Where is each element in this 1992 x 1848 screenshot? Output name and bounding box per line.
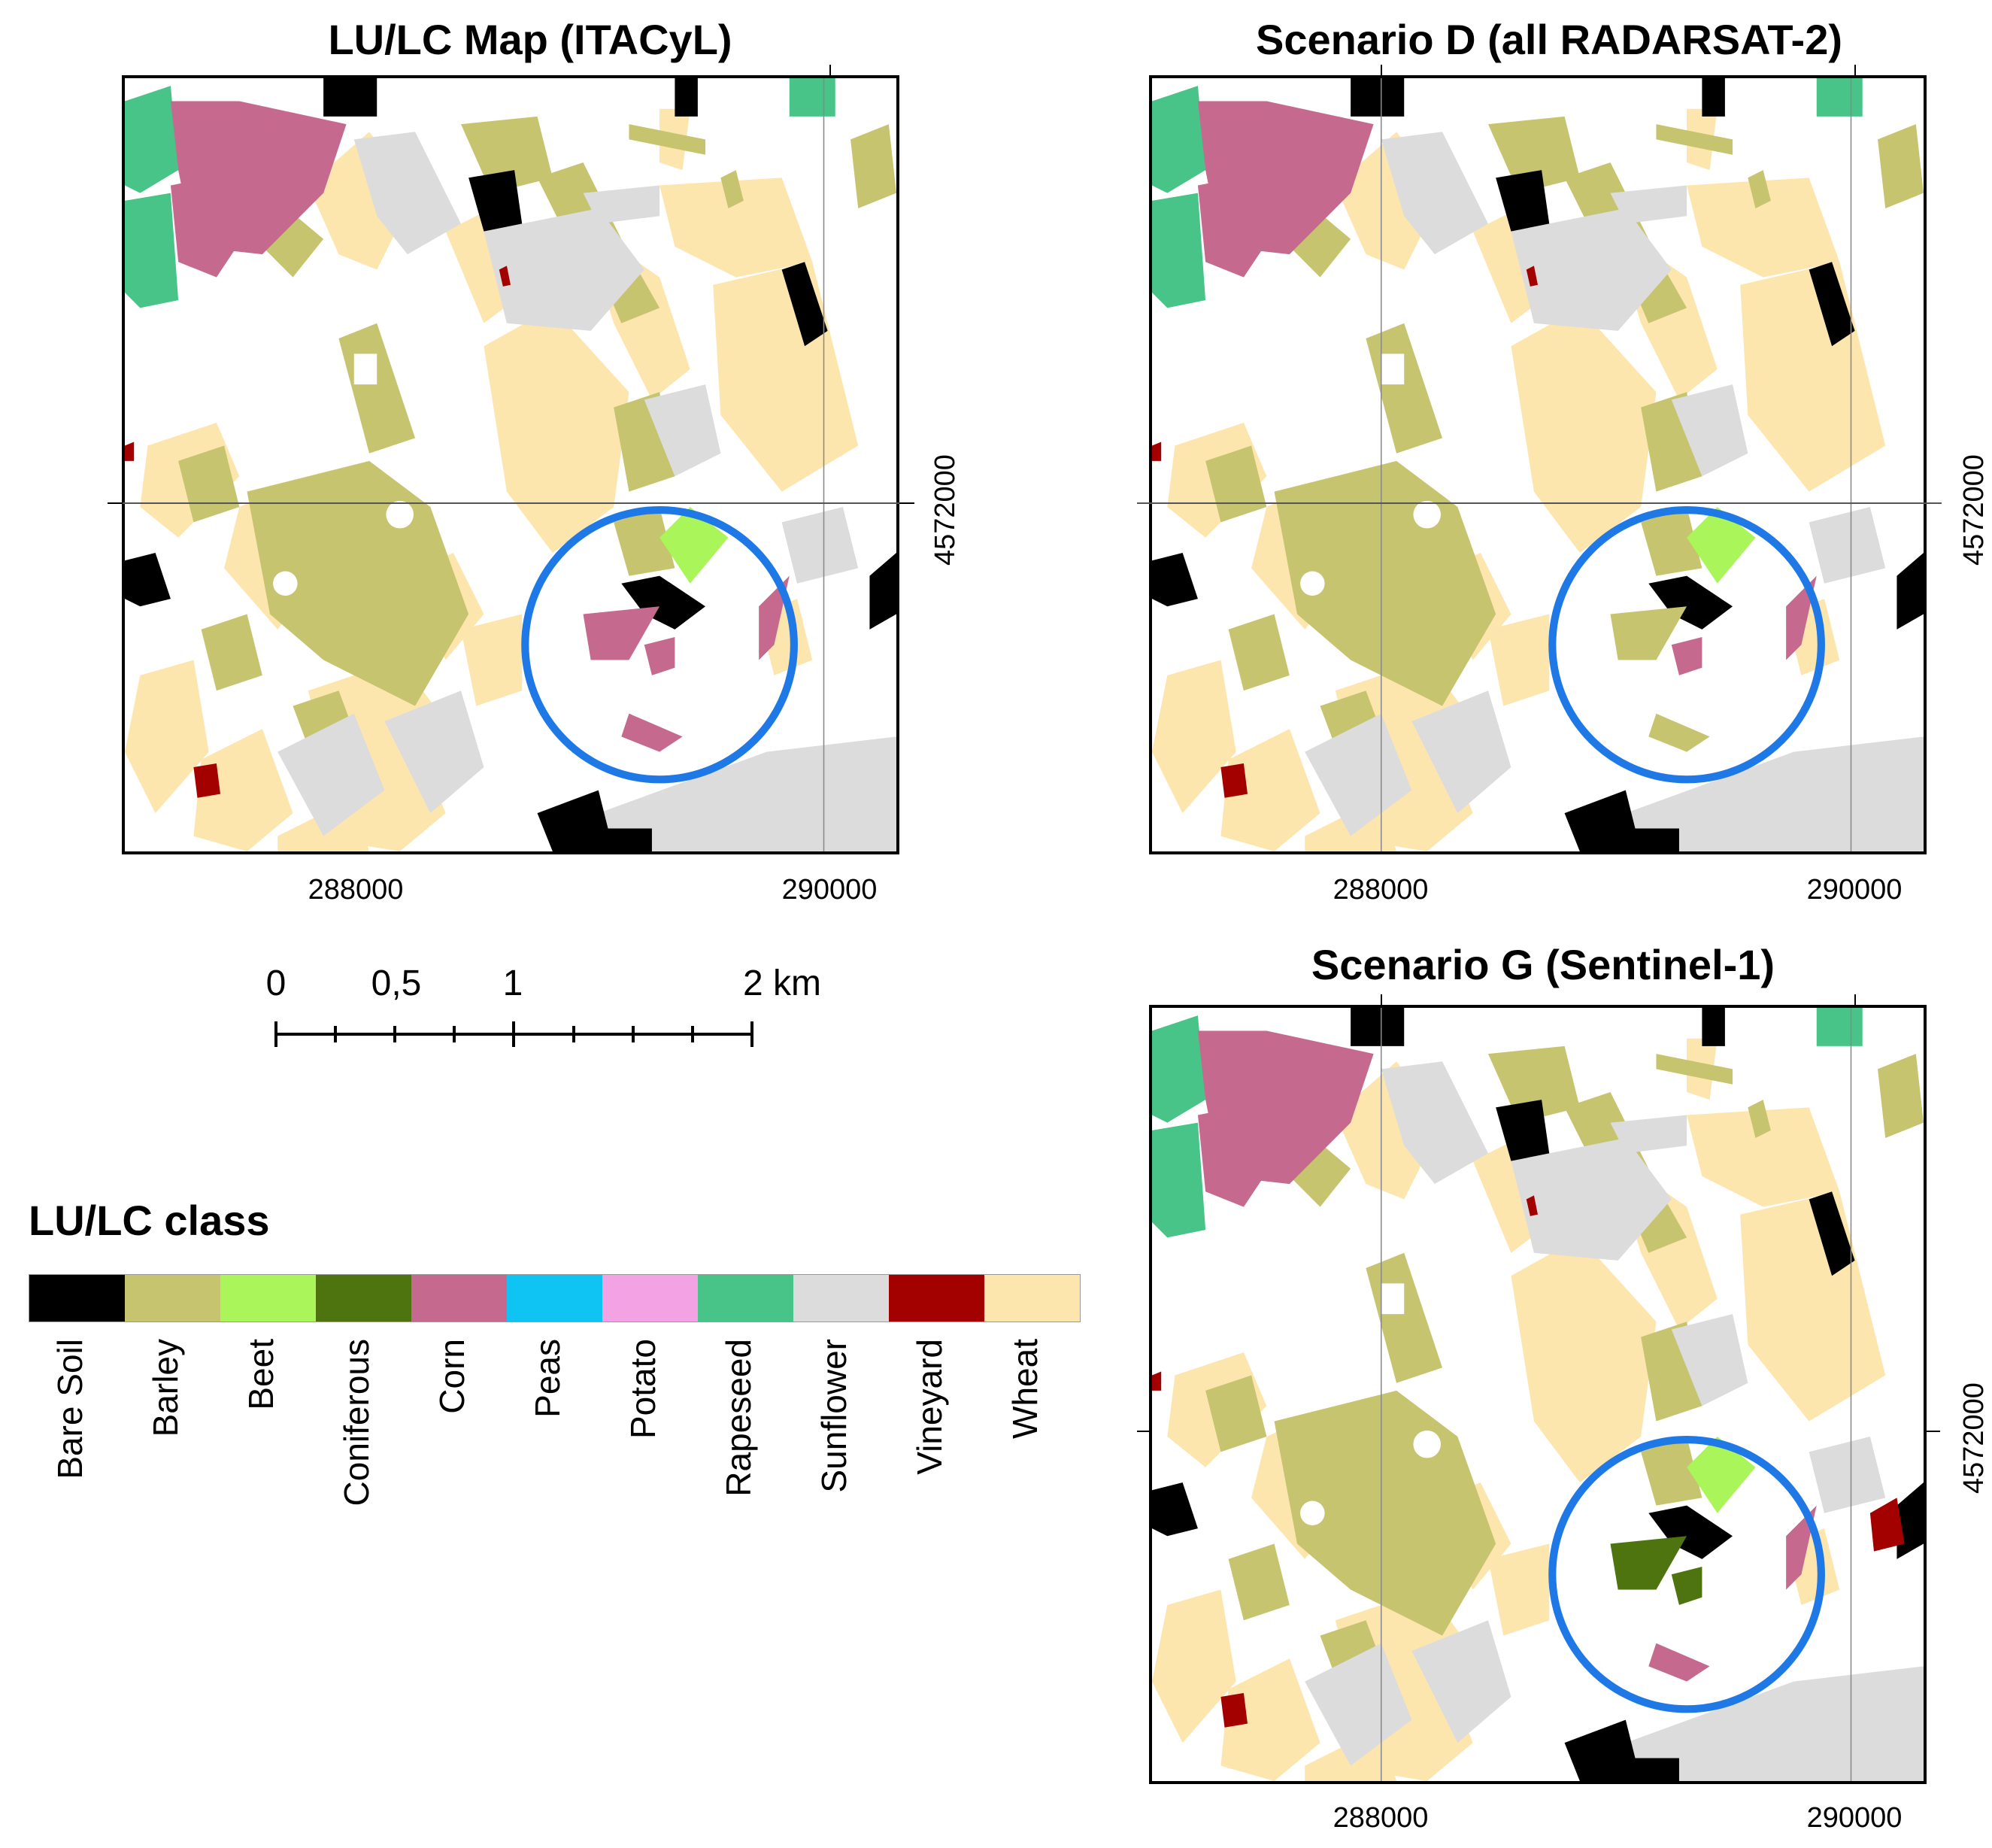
- legend-swatch-rapeseed: [698, 1275, 793, 1322]
- legend-label-vineyard: Vineyard: [910, 1339, 949, 1475]
- legend-label-wheat: Wheat: [1005, 1339, 1045, 1439]
- legend-label-coniferous: Coniferous: [337, 1339, 376, 1507]
- gridline-4572000: [1137, 502, 1942, 504]
- panel-title: Scenario G (Sentinel-1): [1311, 941, 1775, 988]
- scale-label-0: 0: [265, 963, 287, 1003]
- y-tick-4572000: 4572000: [929, 454, 961, 566]
- tick-mark: [1854, 994, 1856, 1006]
- x-tick-288000: 288000: [1333, 874, 1429, 906]
- scale-label-0-5: 0,5: [371, 963, 422, 1003]
- x-tick-290000: 290000: [1806, 874, 1903, 906]
- scale-bar: 0 0,5 1 2 km: [265, 963, 821, 1053]
- legend-label-peas: Peas: [528, 1339, 567, 1418]
- x-tick-290000: 290000: [781, 874, 878, 906]
- tick-mark: [1925, 1431, 1940, 1432]
- gridline-4572000: [111, 502, 901, 504]
- map-scenario-g: [1149, 1005, 1927, 1784]
- legend-label-bare-soil: Bare Soil: [50, 1339, 89, 1479]
- legend-label-rapeseed: Rapeseed: [719, 1339, 758, 1497]
- legend-label-corn: Corn: [432, 1339, 471, 1414]
- legend-label-sunflower: Sunflower: [814, 1339, 853, 1493]
- highlight-circle: [521, 505, 798, 784]
- legend-swatch-potato: [602, 1275, 698, 1322]
- scale-label-2km: 2 km: [742, 963, 822, 1003]
- legend-swatch-coniferous: [316, 1275, 411, 1322]
- legend-label-potato: Potato: [623, 1339, 662, 1439]
- legend-swatch-vineyard: [889, 1275, 984, 1322]
- x-tick-288000: 288000: [308, 874, 404, 906]
- tick-mark: [108, 502, 123, 504]
- tick-mark: [1381, 65, 1382, 77]
- map-itacyl: [122, 75, 899, 854]
- highlight-circle: [1548, 1435, 1825, 1713]
- legend-label-beet: Beet: [241, 1339, 280, 1410]
- scale-bar-graphic: [274, 1021, 753, 1047]
- highlight-circle: [1548, 505, 1825, 784]
- tick-mark: [829, 65, 831, 77]
- legend-swatch-corn: [411, 1275, 507, 1322]
- y-tick-4572000: 4572000: [1958, 454, 1990, 566]
- legend-swatch-peas: [507, 1275, 602, 1322]
- legend-swatch-beet: [220, 1275, 316, 1322]
- legend-swatch-barley: [125, 1275, 220, 1322]
- scale-label-1: 1: [502, 963, 523, 1003]
- tick-mark: [899, 502, 914, 504]
- x-tick-288000: 288000: [1333, 1802, 1429, 1834]
- legend-swatch-bare-soil: [29, 1275, 125, 1322]
- tick-mark: [1854, 65, 1856, 77]
- panel-title: Scenario D (all RADARSAT-2): [1256, 16, 1842, 63]
- legend-color-bar: [29, 1274, 1081, 1322]
- legend-title: LU/LC class: [29, 1197, 270, 1244]
- legend-label-barley: Barley: [146, 1339, 185, 1437]
- panel-title: LU/LC Map (ITACyL): [328, 16, 732, 63]
- y-tick-4572000: 4572000: [1958, 1382, 1990, 1494]
- tick-mark: [1381, 994, 1382, 1006]
- x-tick-290000: 290000: [1806, 1802, 1903, 1834]
- tick-mark: [1137, 1431, 1152, 1432]
- legend-swatch-wheat: [984, 1275, 1080, 1322]
- map-scenario-d: [1149, 75, 1927, 854]
- legend-swatch-sunflower: [793, 1275, 889, 1322]
